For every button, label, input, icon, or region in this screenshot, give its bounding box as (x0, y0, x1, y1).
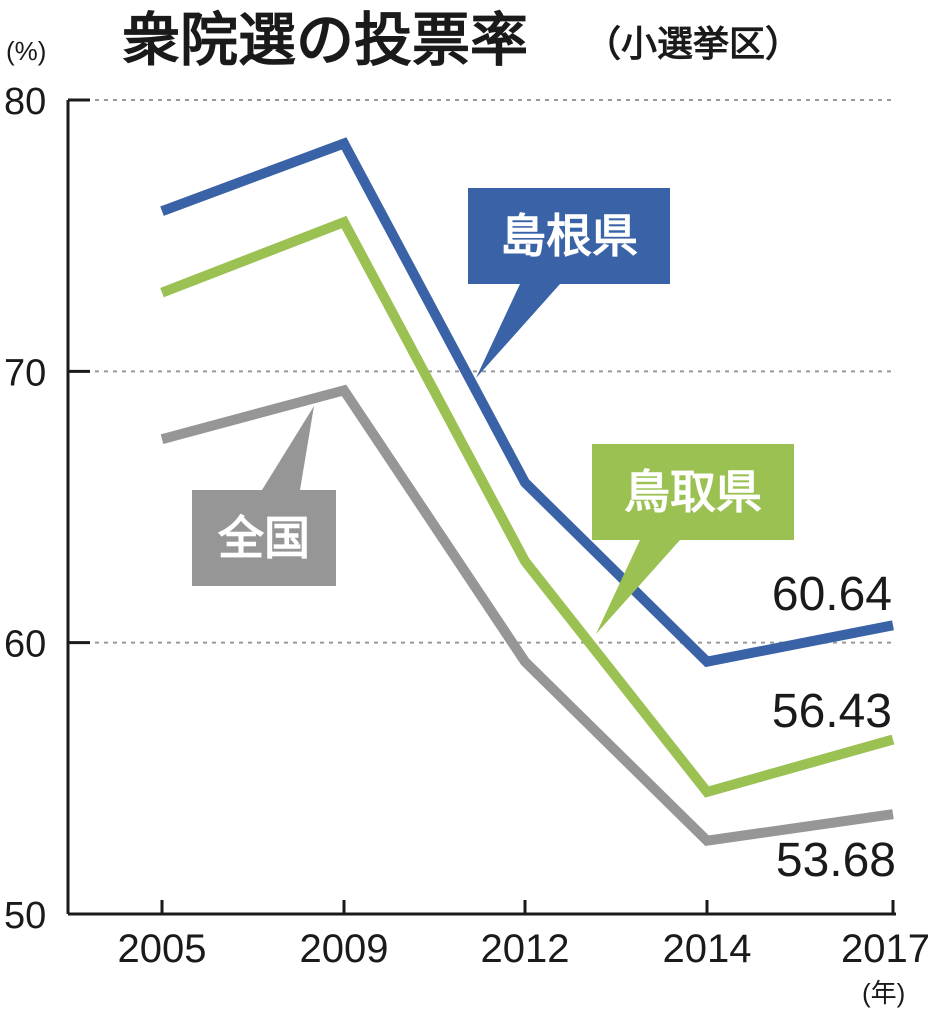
y-tick-label-50: 50 (4, 895, 46, 937)
end-value-label-2: 53.68 (776, 834, 896, 887)
x-tick-labels: 2005 2009 2012 2014 2017 (118, 927, 930, 971)
x-tick-label-2017: 2017 (841, 927, 930, 971)
callout-label-2: 全国 (217, 511, 310, 565)
callout-pointer-1 (596, 540, 680, 634)
y-tick-label-80: 80 (4, 81, 46, 123)
x-tick-label-2009: 2009 (300, 927, 389, 971)
callout-box-2 (192, 490, 336, 586)
axes (66, 98, 896, 916)
chart-title: 衆院選の投票率 (122, 6, 528, 74)
callout-box-1 (592, 444, 794, 540)
end-value-label-0: 60.64 (772, 568, 892, 621)
y-tick-label-60: 60 (4, 624, 46, 666)
callout-box-0 (468, 188, 670, 284)
y-axis-unit: (%) (6, 36, 46, 66)
callout-label-0: 島根県 (500, 209, 638, 263)
chart-subtitle: （小選挙区） (585, 24, 801, 65)
y-tick-labels: 50 60 70 80 (4, 81, 46, 937)
callout-label-1: 鳥取県 (624, 465, 762, 519)
end-value-label-1: 56.43 (772, 685, 892, 738)
gridlines (68, 99, 896, 644)
callout-pointer-2 (262, 406, 314, 490)
end-value-labels: 60.64 56.43 53.68 (772, 568, 896, 887)
x-tick-label-2005: 2005 (118, 927, 207, 971)
y-tick-label-70: 70 (4, 352, 46, 394)
x-tick-label-2014: 2014 (663, 927, 752, 971)
series-lines (160, 137, 895, 847)
x-axis-unit: (年) (862, 978, 905, 1008)
x-tick-label-2012: 2012 (481, 927, 570, 971)
callout-pointer-0 (476, 284, 560, 378)
